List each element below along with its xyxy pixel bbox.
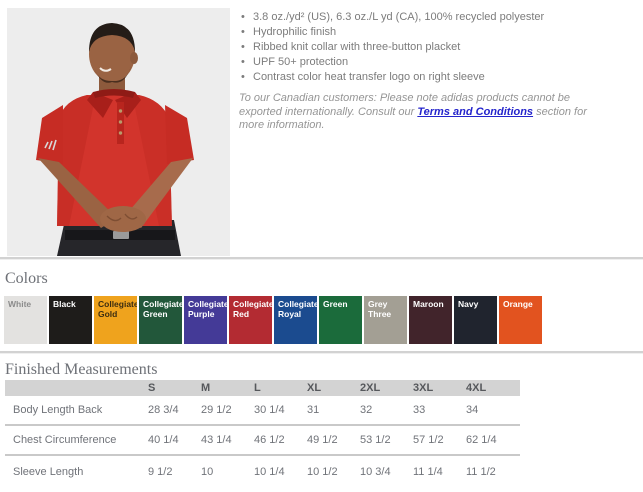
measurement-value: 53 1/2 <box>360 434 391 446</box>
measurements-table: S M L XL 2XL 3XL 4XL Body Length Back 28 3/4 29 … <box>5 380 520 488</box>
measurement-row-label: Sleeve Length <box>13 466 84 478</box>
product-bullet: Hydrophilic finish <box>239 25 637 40</box>
color-swatch-white[interactable]: White <box>4 296 47 344</box>
measurement-value: 10 1/2 <box>307 466 338 478</box>
belt-buckle <box>113 231 129 239</box>
measurement-value: 10 1/4 <box>254 466 285 478</box>
canadian-customers-note: To our Canadian customers: Please note a… <box>239 92 611 133</box>
hands <box>100 206 146 232</box>
measurement-value: 11 1/4 <box>413 466 443 478</box>
button-1 <box>118 109 123 113</box>
left-forearm <box>38 158 117 228</box>
measurement-value: 30 1/4 <box>254 404 285 416</box>
product-bullet: Ribbed knit collar with three-button pla… <box>239 40 637 55</box>
measurement-value: 40 1/4 <box>148 434 179 446</box>
measurement-value: 11 1/2 <box>466 466 496 478</box>
finger-lines <box>106 213 138 222</box>
measurement-value: 49 1/2 <box>307 434 338 446</box>
measurement-value: 34 <box>466 404 479 416</box>
product-photo <box>7 8 230 256</box>
measurement-row: Sleeve Length 9 1/2 10 10 1/4 10 1/2 10 3/4 11… <box>5 456 520 488</box>
color-swatch-collegiate-purple[interactable]: Collegiate Purple <box>184 296 227 344</box>
section-divider-2 <box>0 351 643 354</box>
size-column-header: L <box>254 382 261 394</box>
size-column-header: 4XL <box>466 382 487 394</box>
section-divider-1 <box>0 257 643 260</box>
measurement-value: 57 1/2 <box>413 434 444 446</box>
measurement-value: 46 1/2 <box>254 434 285 446</box>
color-swatch-navy[interactable]: Navy <box>454 296 497 344</box>
measurement-value: 28 3/4 <box>148 404 179 416</box>
size-column-header: 3XL <box>413 382 434 394</box>
color-swatch-black[interactable]: Black <box>49 296 92 344</box>
measurement-row: Chest Circumference 40 1/4 43 1/4 46 1/2 49 … <box>5 426 520 456</box>
measurement-row-label: Chest Circumference <box>13 434 117 446</box>
terms-and-conditions-link[interactable]: Terms and Conditions <box>417 105 534 118</box>
measurement-value: 33 <box>413 404 426 416</box>
size-column-header: 2XL <box>360 382 381 394</box>
collar-band <box>93 89 135 98</box>
note-text-post: section for more information. <box>239 105 587 132</box>
measurement-value: 32 <box>360 404 373 416</box>
collar-right <box>115 92 141 118</box>
adidas-sleeve-logo <box>44 139 57 151</box>
collar-left <box>87 92 113 118</box>
size-column-header: M <box>201 382 211 394</box>
button-2 <box>118 120 123 124</box>
ear <box>130 52 138 64</box>
button-3 <box>118 131 123 135</box>
color-swatch-maroon[interactable]: Maroon <box>409 296 452 344</box>
color-swatch-collegiate-red[interactable]: Collegiate Red <box>229 296 272 344</box>
color-swatch-collegiate-green[interactable]: Collegiate Green <box>139 296 182 344</box>
smile <box>99 67 112 72</box>
color-swatch-collegiate-gold[interactable]: Collegiate Gold <box>94 296 137 344</box>
model-illustration <box>7 8 230 256</box>
size-column-header: S <box>148 382 156 394</box>
product-bullet: 3.8 oz./yd² (US), 6.3 oz./L yd (CA), 100… <box>239 10 637 25</box>
product-details: 3.8 oz./yd² (US), 6.3 oz./L yd (CA), 100… <box>239 10 637 133</box>
product-bullet-list: 3.8 oz./yd² (US), 6.3 oz./L yd (CA), 100… <box>239 10 637 85</box>
right-forearm <box>123 158 193 228</box>
measurement-value: 62 1/4 <box>466 434 497 446</box>
note-text-pre: To our Canadian customers: Please note a… <box>239 92 571 118</box>
size-column-header: XL <box>307 382 322 394</box>
hair <box>89 23 135 52</box>
measurements-header-row: S M L XL 2XL 3XL 4XL <box>5 380 520 396</box>
measurement-value: 10 3/4 <box>360 466 391 478</box>
measurement-value: 43 1/4 <box>201 434 232 446</box>
color-swatch-orange[interactable]: Orange <box>499 296 542 344</box>
color-swatch-collegiate-royal[interactable]: Collegiate Royal <box>274 296 317 344</box>
product-bullet: Contrast color heat transfer logo on rig… <box>239 70 637 85</box>
measurement-value: 9 1/2 <box>148 466 173 478</box>
measurement-value: 29 1/2 <box>201 404 232 416</box>
colors-section-title: Colors <box>5 270 48 287</box>
measurement-value: 10 <box>201 466 214 478</box>
measurement-value: 31 <box>307 404 320 416</box>
color-swatch-row: White Black Collegiate Gold Collegiate Gree… <box>4 296 542 344</box>
shirt-shadow-left <box>57 95 95 226</box>
color-swatch-grey-three[interactable]: Grey Three <box>364 296 407 344</box>
measurement-row: Body Length Back 28 3/4 29 1/2 30 1/4 31 32 33… <box>5 396 520 426</box>
measurements-table-body: Body Length Back 28 3/4 29 1/2 30 1/4 31 32 33… <box>5 396 520 488</box>
color-swatch-green[interactable]: Green <box>319 296 362 344</box>
measurements-section-title: Finished Measurements <box>5 361 158 378</box>
product-bullet: UPF 50+ protection <box>239 55 637 70</box>
left-sleeve <box>36 105 63 164</box>
right-sleeve <box>165 105 194 164</box>
measurement-row-label: Body Length Back <box>13 404 103 416</box>
